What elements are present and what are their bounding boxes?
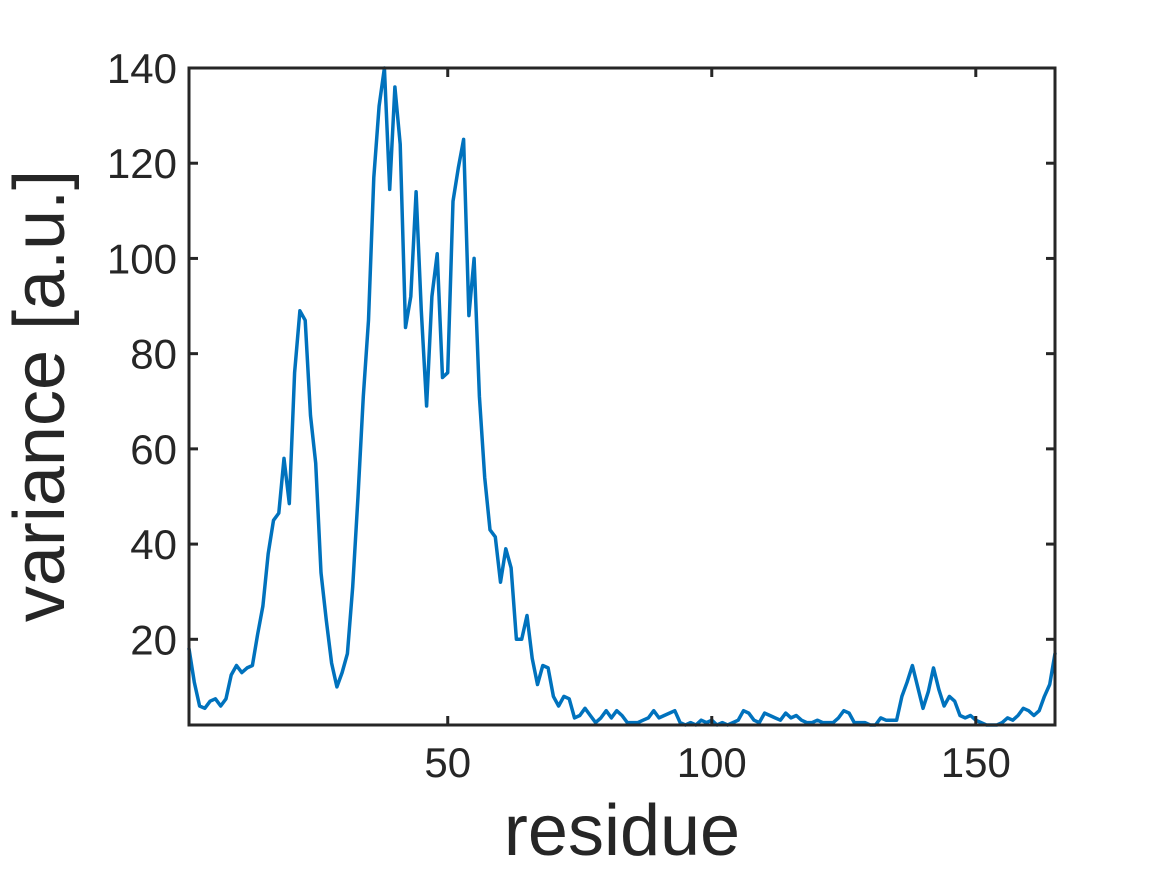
plot-background bbox=[189, 68, 1055, 725]
axes-box bbox=[187, 66, 1057, 727]
y-tick-label-140: 140 bbox=[107, 45, 177, 92]
y-tick-label-120: 120 bbox=[107, 140, 177, 187]
y-axis: 20 40 60 80 100 120 140 bbox=[107, 45, 1055, 663]
x-axis: 50 100 150 bbox=[424, 68, 1011, 786]
y-tick-label-80: 80 bbox=[130, 331, 177, 378]
x-tick-label-100: 100 bbox=[677, 739, 747, 786]
y-tick-label-40: 40 bbox=[130, 521, 177, 568]
x-tick-label-50: 50 bbox=[424, 739, 471, 786]
y-tick-label-60: 60 bbox=[130, 426, 177, 473]
y-tick-label-100: 100 bbox=[107, 235, 177, 282]
x-axis-label: residue bbox=[504, 791, 740, 871]
variance-series-line bbox=[187, 66, 1057, 727]
y-tick-label-20: 20 bbox=[130, 616, 177, 663]
y-axis-label: variance [a.u.] bbox=[0, 170, 80, 622]
x-tick-label-150: 150 bbox=[941, 739, 1011, 786]
